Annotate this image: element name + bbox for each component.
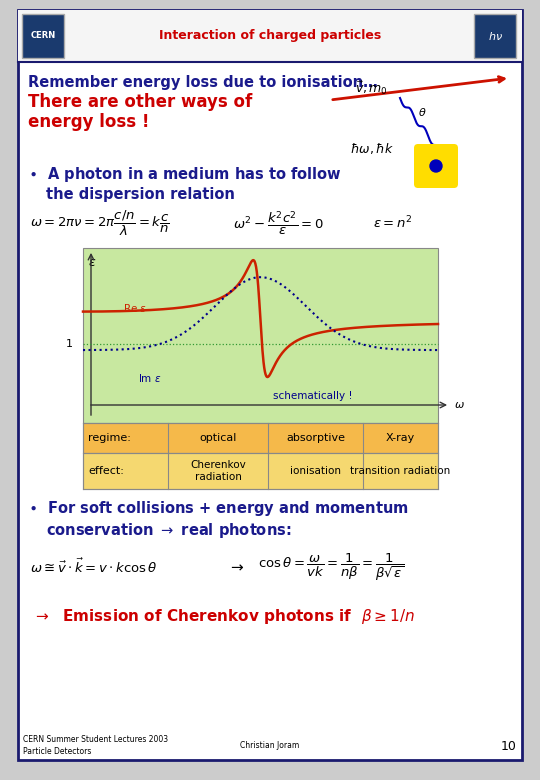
Text: Christian Joram: Christian Joram bbox=[240, 742, 300, 750]
Text: Im $\varepsilon$: Im $\varepsilon$ bbox=[138, 372, 161, 384]
Text: $h\nu$: $h\nu$ bbox=[488, 30, 503, 42]
Text: transition radiation: transition radiation bbox=[350, 466, 450, 476]
Text: Re $\varepsilon$: Re $\varepsilon$ bbox=[123, 302, 147, 314]
Text: $\omega$: $\omega$ bbox=[454, 400, 465, 410]
FancyBboxPatch shape bbox=[83, 248, 438, 423]
Text: optical: optical bbox=[199, 433, 237, 443]
Text: $\hbar\omega, \hbar k$: $\hbar\omega, \hbar k$ bbox=[350, 140, 394, 155]
Text: $\omega \cong \vec{v}\cdot\vec{k} = v \cdot k\cos\theta$: $\omega \cong \vec{v}\cdot\vec{k} = v \c… bbox=[30, 558, 158, 576]
Text: $\cos\theta = \dfrac{\omega}{vk} = \dfrac{1}{n\beta} = \dfrac{1}{\beta\sqrt{\var: $\cos\theta = \dfrac{\omega}{vk} = \dfra… bbox=[258, 551, 404, 583]
Text: 1: 1 bbox=[66, 339, 73, 349]
Text: regime:: regime: bbox=[88, 433, 131, 443]
Text: There are other ways of: There are other ways of bbox=[28, 93, 252, 111]
Text: $\rightarrow$: $\rightarrow$ bbox=[228, 559, 245, 575]
Text: schematically !: schematically ! bbox=[273, 391, 353, 401]
Text: ionisation: ionisation bbox=[290, 466, 341, 476]
Text: $\varepsilon$: $\varepsilon$ bbox=[88, 256, 96, 268]
Text: $\varepsilon = n^2$: $\varepsilon = n^2$ bbox=[373, 215, 413, 232]
Text: Interaction of charged particles: Interaction of charged particles bbox=[159, 30, 381, 42]
FancyBboxPatch shape bbox=[83, 423, 438, 453]
Circle shape bbox=[418, 148, 454, 184]
FancyBboxPatch shape bbox=[18, 10, 522, 62]
Text: 10: 10 bbox=[501, 739, 517, 753]
Text: effect:: effect: bbox=[88, 466, 124, 476]
Text: CERN: CERN bbox=[30, 31, 56, 41]
Text: X-ray: X-ray bbox=[386, 433, 415, 443]
Text: Remember energy loss due to ionisation…: Remember energy loss due to ionisation… bbox=[28, 75, 378, 90]
Text: $\bullet$  For soft collisions + energy and momentum: $\bullet$ For soft collisions + energy a… bbox=[28, 499, 409, 519]
Text: energy loss !: energy loss ! bbox=[28, 113, 150, 131]
FancyBboxPatch shape bbox=[474, 14, 516, 58]
Text: $\omega = 2\pi\nu = 2\pi\dfrac{c/n}{\lambda} = k\dfrac{c}{n}$: $\omega = 2\pi\nu = 2\pi\dfrac{c/n}{\lam… bbox=[30, 208, 170, 238]
Text: $\theta$: $\theta$ bbox=[418, 106, 427, 118]
FancyBboxPatch shape bbox=[414, 144, 458, 188]
Circle shape bbox=[430, 160, 442, 172]
Text: $\omega^2 - \dfrac{k^2c^2}{\varepsilon} = 0$: $\omega^2 - \dfrac{k^2c^2}{\varepsilon} … bbox=[233, 209, 323, 237]
FancyBboxPatch shape bbox=[18, 10, 522, 760]
Text: the dispersion relation: the dispersion relation bbox=[46, 187, 235, 203]
Text: $\bullet$  A photon in a medium has to follow: $\bullet$ A photon in a medium has to fo… bbox=[28, 165, 342, 185]
FancyBboxPatch shape bbox=[22, 14, 64, 58]
Text: Particle Detectors: Particle Detectors bbox=[23, 747, 91, 757]
Text: $\rightarrow$  Emission of Cherenkov photons if  $\beta \geq 1/n$: $\rightarrow$ Emission of Cherenkov phot… bbox=[33, 608, 415, 626]
Text: conservation $\rightarrow$ real photons:: conservation $\rightarrow$ real photons: bbox=[46, 522, 292, 541]
Text: Cherenkov
radiation: Cherenkov radiation bbox=[190, 460, 246, 482]
Text: absorptive: absorptive bbox=[286, 433, 345, 443]
FancyBboxPatch shape bbox=[83, 453, 438, 489]
Text: $\vec{v}, m_0$: $\vec{v}, m_0$ bbox=[355, 80, 388, 97]
Text: CERN Summer Student Lectures 2003: CERN Summer Student Lectures 2003 bbox=[23, 736, 168, 744]
